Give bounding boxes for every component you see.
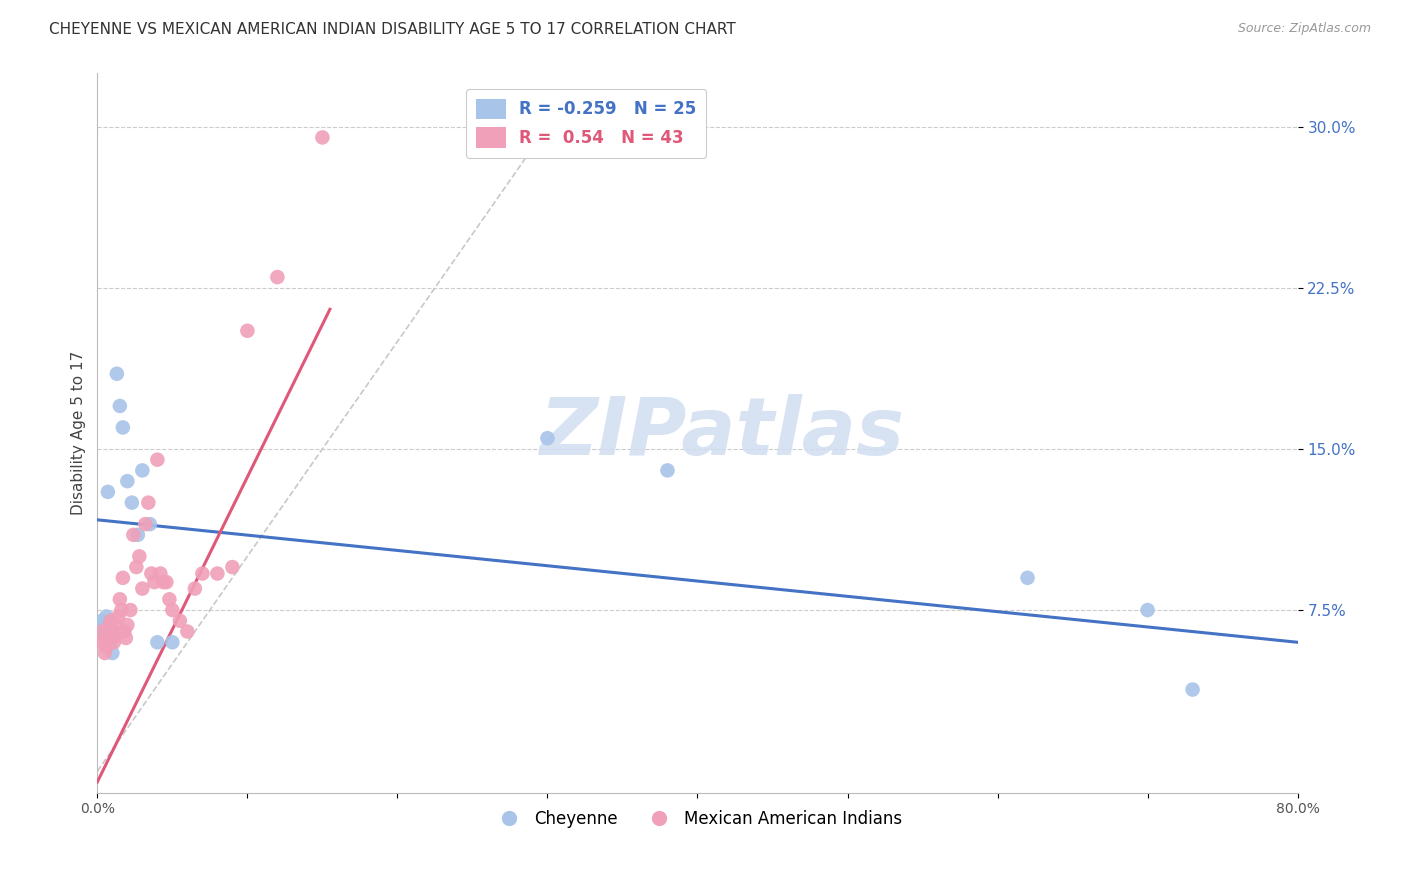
Point xyxy=(146,635,169,649)
Point xyxy=(236,324,259,338)
Point xyxy=(117,618,139,632)
Point xyxy=(131,463,153,477)
Point xyxy=(97,484,120,499)
Text: CHEYENNE VS MEXICAN AMERICAN INDIAN DISABILITY AGE 5 TO 17 CORRELATION CHART: CHEYENNE VS MEXICAN AMERICAN INDIAN DISA… xyxy=(49,22,735,37)
Point xyxy=(111,420,134,434)
Point xyxy=(103,635,125,649)
Point xyxy=(111,571,134,585)
Point xyxy=(125,560,148,574)
Point xyxy=(121,495,143,509)
Point xyxy=(107,609,129,624)
Point xyxy=(311,130,333,145)
Point xyxy=(98,624,121,639)
Point xyxy=(127,528,149,542)
Point xyxy=(169,614,191,628)
Point xyxy=(162,635,184,649)
Point xyxy=(131,582,153,596)
Point xyxy=(143,575,166,590)
Point xyxy=(96,640,118,654)
Point xyxy=(108,592,131,607)
Point xyxy=(96,609,118,624)
Point xyxy=(108,399,131,413)
Point xyxy=(266,270,288,285)
Point xyxy=(1181,682,1204,697)
Point xyxy=(112,624,135,639)
Point xyxy=(191,566,214,581)
Point xyxy=(207,566,229,581)
Point xyxy=(122,528,145,542)
Point xyxy=(152,575,174,590)
Point xyxy=(162,603,184,617)
Point xyxy=(89,635,111,649)
Point xyxy=(89,624,111,639)
Point xyxy=(1136,603,1159,617)
Point xyxy=(138,495,160,509)
Point xyxy=(103,624,125,639)
Point xyxy=(657,463,679,477)
Point xyxy=(104,629,127,643)
Point xyxy=(98,618,121,632)
Point xyxy=(101,646,124,660)
Point xyxy=(110,603,132,617)
Text: ZIPatlas: ZIPatlas xyxy=(538,393,904,472)
Point xyxy=(141,566,163,581)
Point xyxy=(94,624,117,639)
Point xyxy=(93,635,115,649)
Point xyxy=(146,452,169,467)
Point xyxy=(221,560,243,574)
Point xyxy=(90,614,112,628)
Legend: Cheyenne, Mexican American Indians: Cheyenne, Mexican American Indians xyxy=(486,804,910,835)
Point xyxy=(536,431,558,445)
Y-axis label: Disability Age 5 to 17: Disability Age 5 to 17 xyxy=(72,351,86,515)
Point xyxy=(100,614,122,628)
Point xyxy=(157,592,180,607)
Point xyxy=(139,517,162,532)
Point xyxy=(105,618,128,632)
Point xyxy=(155,575,177,590)
Point xyxy=(94,646,117,660)
Point xyxy=(128,549,150,564)
Point xyxy=(105,367,128,381)
Point xyxy=(117,474,139,488)
Point xyxy=(90,624,112,639)
Point xyxy=(101,624,124,639)
Point xyxy=(97,631,120,645)
Point xyxy=(93,618,115,632)
Point xyxy=(120,603,142,617)
Point xyxy=(176,624,198,639)
Point xyxy=(134,517,156,532)
Point xyxy=(1017,571,1039,585)
Point xyxy=(184,582,207,596)
Point xyxy=(149,566,172,581)
Point xyxy=(115,631,138,645)
Text: Source: ZipAtlas.com: Source: ZipAtlas.com xyxy=(1237,22,1371,36)
Point xyxy=(100,635,122,649)
